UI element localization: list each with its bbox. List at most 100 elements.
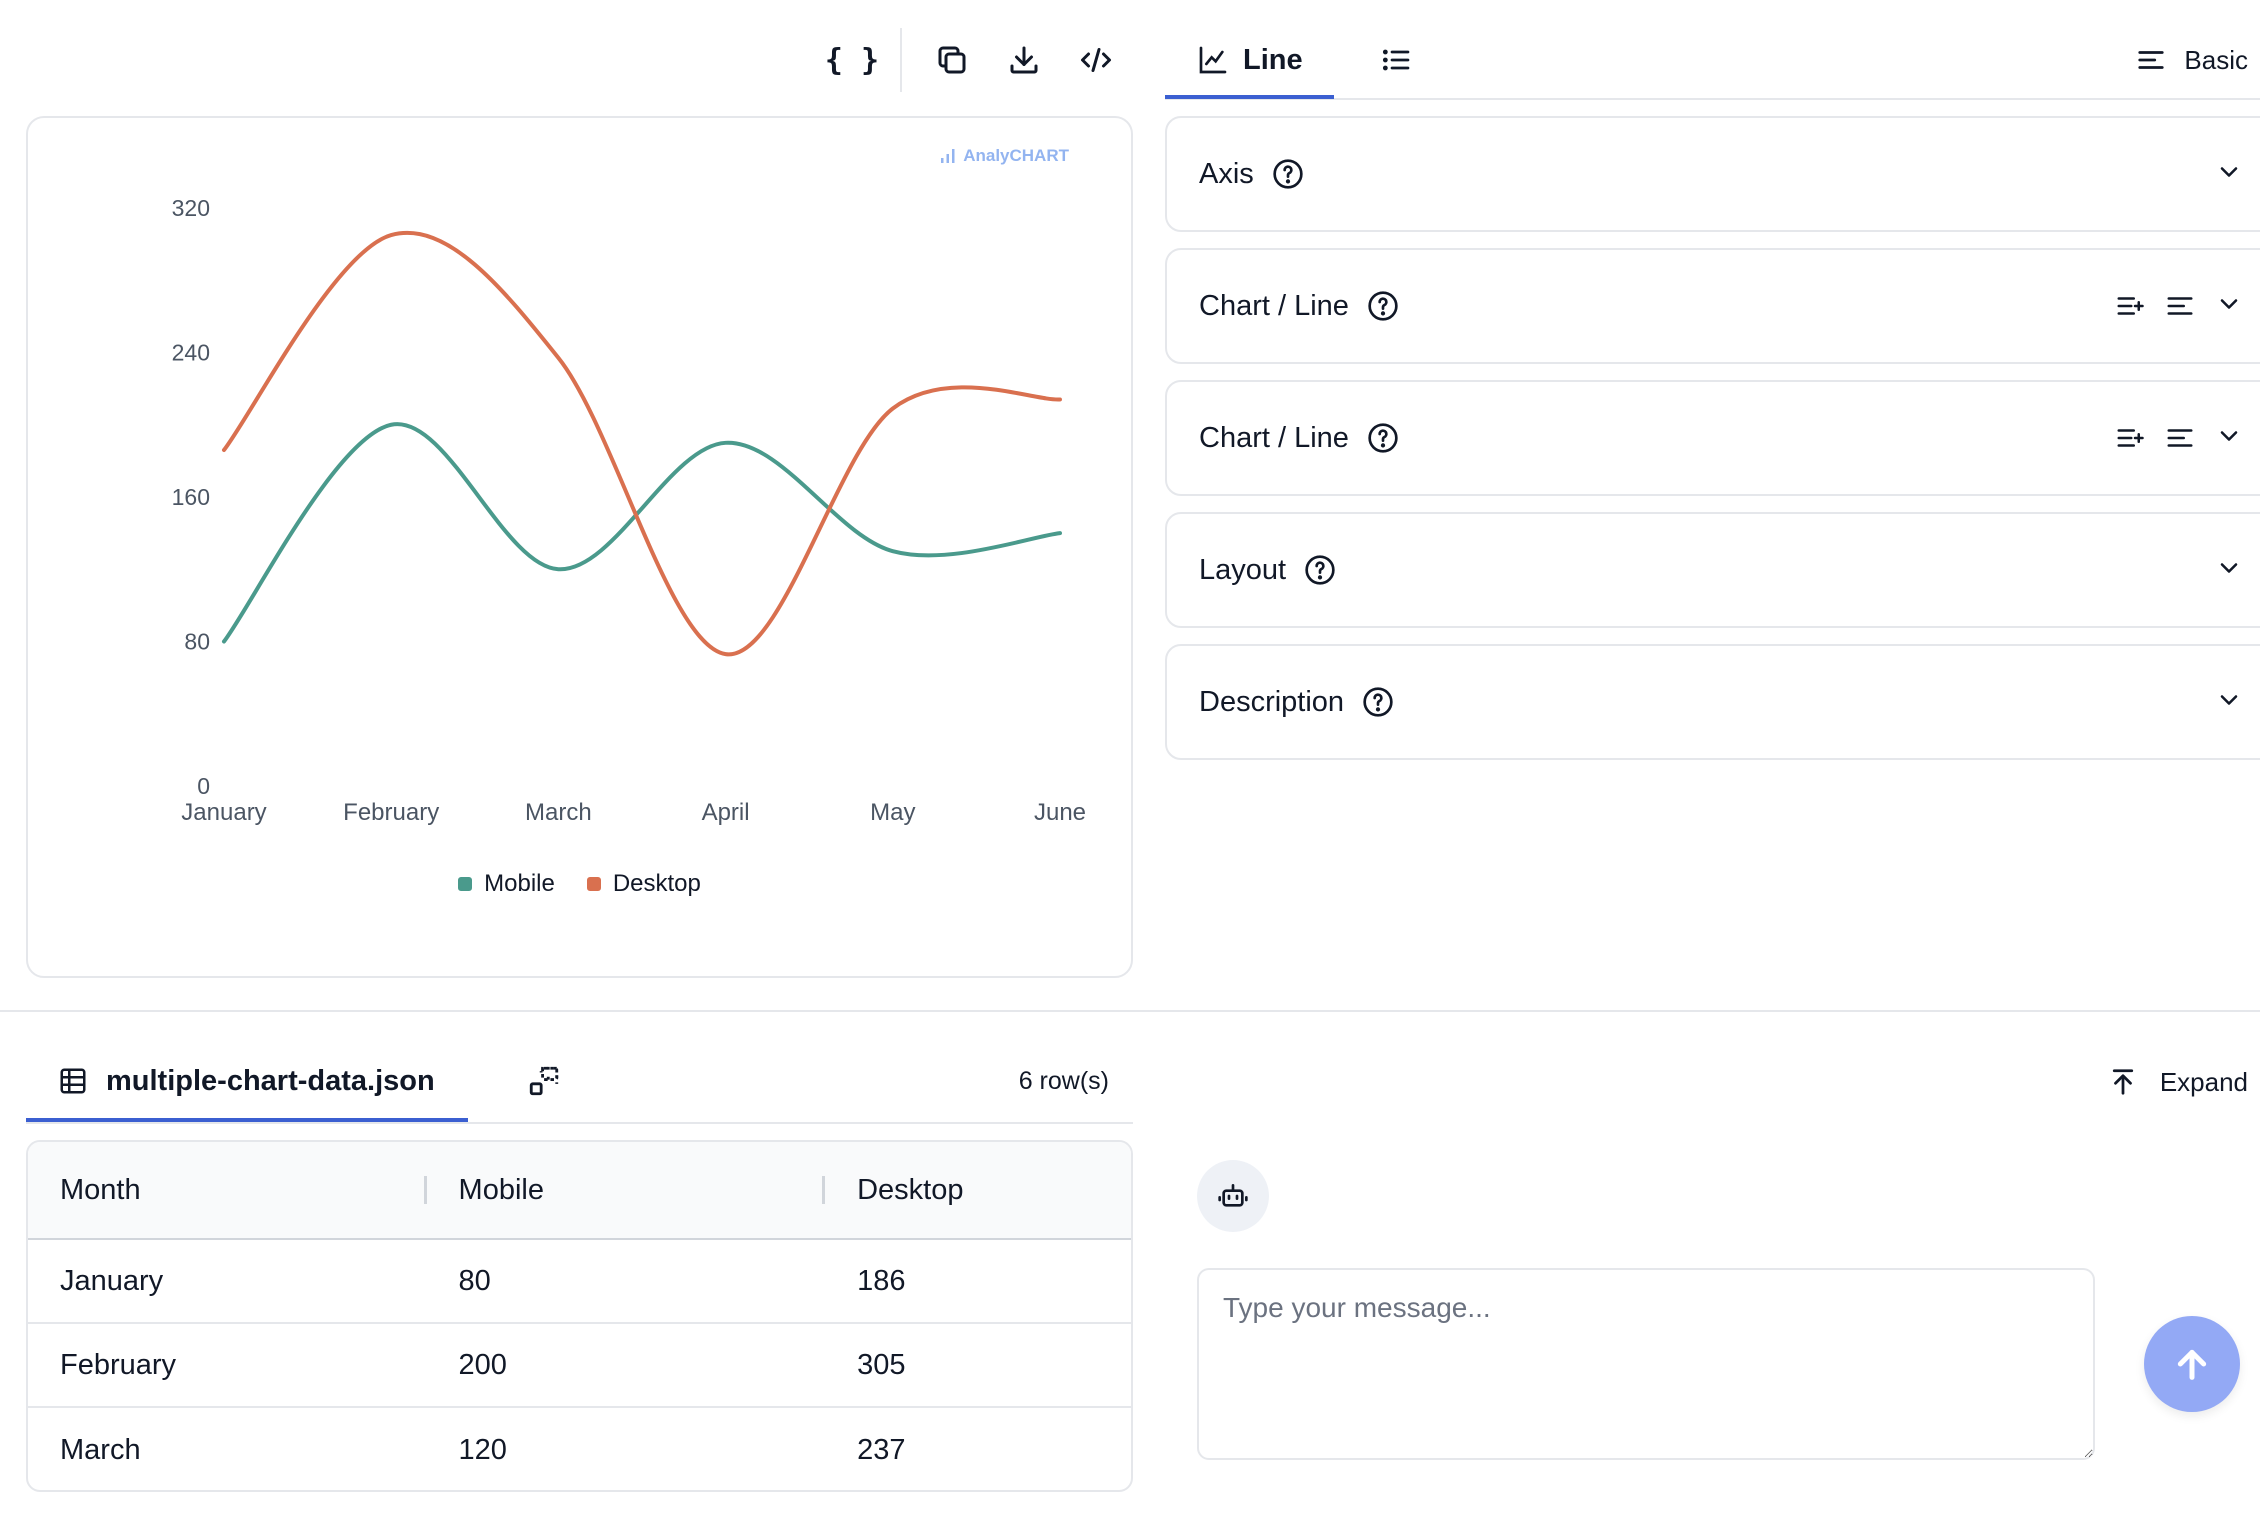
chevron-down-icon[interactable]	[2215, 422, 2243, 455]
help-icon[interactable]	[1367, 422, 1399, 454]
help-icon[interactable]	[1272, 158, 1304, 190]
accordion-title: Chart / Line	[1199, 421, 1349, 454]
table-cell[interactable]: 120	[458, 1433, 507, 1466]
list-icon	[1382, 49, 1410, 71]
accordion-actions	[2115, 250, 2243, 362]
legend-label-desktop: Desktop	[612, 870, 701, 897]
table-cell[interactable]: 305	[857, 1348, 906, 1381]
robot-icon	[1218, 1184, 1248, 1207]
table-row[interactable]: March 120 237	[28, 1408, 1131, 1490]
tab-line-label: Line	[1243, 43, 1303, 76]
accordion-title-wrap: Layout	[1199, 514, 1336, 626]
chart-card: AnalyCHART 0 80 160 240 320 January February Ma…	[26, 116, 1133, 978]
line-chart-icon	[1199, 46, 1227, 74]
legend-item-mobile[interactable]: Mobile	[458, 870, 555, 898]
chat-message-input[interactable]	[1197, 1268, 2095, 1460]
chevron-down-icon[interactable]	[2215, 554, 2243, 587]
x-tick-label: February	[343, 799, 439, 826]
table-row[interactable]: January 80 186	[28, 1240, 1131, 1324]
align-left-icon[interactable]	[2165, 291, 2195, 321]
y-tick-label: 320	[172, 195, 210, 221]
section-divider	[0, 1010, 2260, 1012]
code-icon	[1081, 48, 1111, 72]
table-cell[interactable]: 186	[857, 1264, 906, 1297]
tab-line[interactable]: Line	[1197, 28, 1303, 92]
align-left-icon[interactable]	[2165, 423, 2195, 453]
dashed-select-icon	[529, 1066, 559, 1096]
legend-swatch-mobile	[458, 877, 473, 891]
basic-mode-button[interactable]: Basic	[2136, 28, 2248, 92]
send-button[interactable]	[2144, 1316, 2240, 1412]
data-tabs: multiple-chart-data.json 6 row(s)	[26, 1040, 1133, 1124]
accordion-chart-line-2[interactable]: Chart / Line	[1165, 380, 2260, 496]
accordion-title: Chart / Line	[1199, 289, 1349, 322]
accordion-title-wrap: Axis	[1199, 118, 1304, 230]
accordion-title: Layout	[1199, 553, 1287, 586]
accordion-actions	[2215, 646, 2243, 758]
tab-list[interactable]	[1380, 28, 1412, 92]
accordion-axis[interactable]: Axis	[1165, 116, 2260, 232]
column-header-label: Desktop	[857, 1173, 964, 1206]
basic-mode-label: Basic	[2184, 44, 2248, 75]
table-cell[interactable]: March	[60, 1433, 141, 1466]
chart-toolbar: { }	[820, 28, 1140, 92]
y-tick-label: 240	[172, 340, 210, 366]
table-cell[interactable]: January	[60, 1264, 164, 1297]
x-tick-label: June	[1034, 799, 1086, 826]
table-cell[interactable]: 200	[458, 1348, 507, 1381]
select-region-button[interactable]	[514, 1040, 574, 1122]
accordion-title: Description	[1199, 685, 1345, 718]
table-cell[interactable]: 80	[458, 1264, 491, 1297]
column-header-mobile[interactable]: Mobile	[427, 1174, 826, 1207]
accordion-title-wrap: Chart / Line	[1199, 382, 1399, 494]
download-icon	[1010, 46, 1038, 74]
expand-button[interactable]: Expand	[2108, 1054, 2248, 1110]
table-cell[interactable]: 237	[857, 1433, 906, 1466]
x-tick-label: January	[181, 799, 266, 826]
add-line-icon[interactable]	[2115, 423, 2145, 453]
row-count: 6 row(s)	[1018, 1066, 1109, 1095]
copy-icon	[938, 46, 966, 74]
column-resize-handle[interactable]	[423, 1176, 427, 1204]
line-chart: 0 80 160 240 320 January February March April May…	[172, 195, 1086, 826]
column-header-label: Mobile	[458, 1173, 544, 1206]
x-tick-label: April	[702, 799, 750, 826]
help-icon[interactable]	[1304, 554, 1336, 586]
accordion-chart-line-1[interactable]: Chart / Line	[1165, 248, 2260, 364]
file-name: multiple-chart-data.json	[106, 1064, 435, 1097]
data-table: Month Mobile Desktop January 80 186 Febr…	[26, 1140, 1133, 1492]
bar-chart-icon	[941, 149, 955, 163]
accordion-description[interactable]: Description	[1165, 644, 2260, 760]
column-resize-handle[interactable]	[822, 1176, 826, 1204]
arrow-up-icon	[2177, 1349, 2207, 1380]
table-row[interactable]: February 200 305	[28, 1324, 1131, 1408]
expand-label: Expand	[2159, 1066, 2248, 1097]
series-line-desktop	[222, 231, 1062, 657]
y-tick-label: 0	[197, 773, 210, 799]
copy-button[interactable]	[920, 28, 984, 92]
help-icon[interactable]	[1362, 686, 1394, 718]
toolbar-divider	[900, 28, 902, 92]
column-header-month[interactable]: Month	[28, 1174, 427, 1207]
accordion-layout[interactable]: Layout	[1165, 512, 2260, 628]
config-tabs: Line Basic	[1165, 0, 2260, 100]
table-cell[interactable]: February	[60, 1348, 177, 1381]
json-view-button[interactable]: { }	[820, 28, 884, 92]
tab-data-file[interactable]: multiple-chart-data.json	[26, 1040, 468, 1122]
arrow-up-to-line-icon	[2112, 1069, 2133, 1095]
table-icon	[60, 1068, 86, 1094]
accordion-actions	[2215, 118, 2243, 230]
download-button[interactable]	[992, 28, 1056, 92]
chevron-down-icon[interactable]	[2215, 158, 2243, 191]
active-tab-indicator	[26, 1118, 468, 1122]
chevron-down-icon[interactable]	[2215, 686, 2243, 719]
series-line-mobile	[222, 422, 1062, 644]
add-line-icon[interactable]	[2115, 291, 2145, 321]
help-icon[interactable]	[1367, 290, 1399, 322]
chevron-down-icon[interactable]	[2215, 290, 2243, 323]
legend-item-desktop[interactable]: Desktop	[586, 870, 701, 898]
embed-code-button[interactable]	[1064, 28, 1128, 92]
braces-icon: { }	[824, 42, 880, 78]
accordion-title: Axis	[1199, 157, 1254, 190]
column-header-desktop[interactable]: Desktop	[825, 1174, 1131, 1207]
